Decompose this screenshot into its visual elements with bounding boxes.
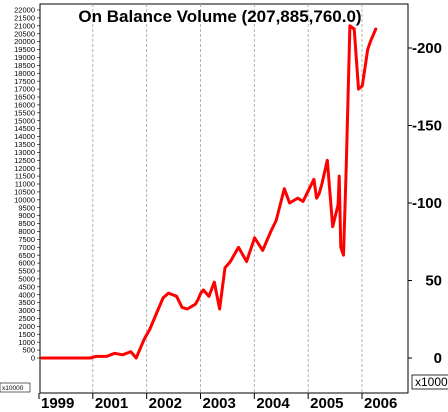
x-axis: 1999 2001 2002 2003 2004 2005 2006 [38, 393, 397, 412]
left-tick-label: 9500 [18, 203, 35, 212]
left-tick-label: 2500 [18, 314, 35, 323]
left-tick-label: 3500 [18, 298, 35, 307]
left-tick-label: 11000 [15, 180, 35, 189]
left-tick-label: 19500 [14, 45, 35, 54]
left-tick-label: 12000 [14, 164, 35, 173]
left-tick-label: 15500 [14, 108, 35, 117]
x-tick-label: 2006 [364, 395, 397, 412]
left-tick-label: 6000 [18, 259, 35, 268]
left-tick-label: 13000 [14, 148, 35, 157]
left-tick-label: 8000 [18, 227, 35, 236]
left-tick-label: 7000 [18, 243, 35, 252]
left-tick-label: 9000 [18, 211, 35, 220]
obv-series-tail [336, 24, 378, 257]
x-tick-label: 1999 [41, 395, 74, 412]
right-tick-label: -100 [412, 195, 442, 212]
left-tick-label: 20000 [14, 37, 35, 46]
left-tick-label: 1000 [18, 338, 35, 347]
x-tick-label: 2002 [149, 395, 182, 412]
left-tick-label: 3000 [18, 306, 35, 315]
left-multiplier-label: x10000 [2, 385, 24, 392]
left-tick-label: 14500 [14, 124, 35, 133]
chart-title: On Balance Volume (207,885,760.0) [78, 7, 361, 26]
x-tick-label: 2001 [95, 395, 128, 412]
left-tick-label: 4500 [18, 282, 35, 291]
left-tick-label: 17500 [14, 77, 35, 86]
left-axis: 0500100015002000250030003500400045005000… [14, 6, 40, 363]
x-tick-label: 2004 [256, 395, 290, 412]
left-tick-label: 15000 [14, 116, 35, 125]
left-tick-label: 16000 [14, 101, 35, 110]
left-tick-label: 7500 [18, 235, 35, 244]
left-tick-label: 10000 [14, 195, 35, 204]
left-tick-label: 22000 [14, 6, 35, 15]
left-tick-label: 17000 [14, 85, 35, 94]
left-tick-label: 2000 [18, 322, 35, 331]
left-scale-box: x10000 [0, 382, 31, 393]
right-tick-label: 50 [425, 273, 442, 290]
obv-series-line [40, 158, 340, 360]
left-tick-label: 1500 [18, 330, 35, 339]
left-tick-label: 6500 [18, 251, 35, 260]
right-tick-label: -150 [412, 118, 442, 135]
left-tick-label: 8500 [18, 219, 35, 228]
left-tick-label: 0 [31, 354, 35, 363]
left-tick-label: 5500 [18, 267, 35, 276]
x-tick-label: 2005 [310, 395, 343, 412]
right-tick-label: 0 [434, 350, 442, 367]
left-tick-label: 19000 [14, 53, 35, 62]
right-multiplier-label: x1000 [415, 375, 448, 389]
series-layer [40, 24, 378, 360]
left-tick-label: 10500 [14, 188, 35, 197]
left-tick-label: 12500 [14, 156, 35, 165]
left-tick-label: 21500 [14, 14, 35, 23]
left-tick-label: 18000 [14, 69, 35, 78]
left-tick-label: 13500 [14, 140, 35, 149]
left-tick-label: 18500 [14, 61, 35, 70]
left-tick-label: 21000 [14, 21, 35, 30]
left-tick-label: 16500 [14, 93, 35, 102]
right-tick-label: -200 [412, 40, 442, 57]
x-tick-label: 2003 [203, 395, 236, 412]
left-tick-label: 20500 [14, 29, 35, 38]
plot-area [39, 3, 409, 394]
left-tick-label: 500 [22, 346, 35, 355]
left-tick-label: 11500 [15, 172, 35, 181]
left-tick-label: 5000 [18, 275, 35, 284]
left-tick-label: 4000 [18, 290, 35, 299]
left-tick-label: 14000 [14, 132, 35, 141]
right-axis: 0 50 -100 -150 -200 [408, 40, 442, 367]
right-scale-box: x1000 [411, 374, 448, 390]
